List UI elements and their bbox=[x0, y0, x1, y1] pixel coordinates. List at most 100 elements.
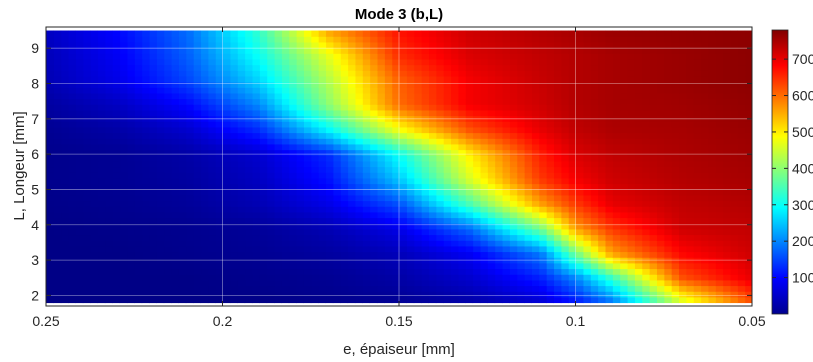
heatmap-cell bbox=[413, 92, 422, 100]
heatmap-cell bbox=[163, 279, 172, 287]
heatmap-cell bbox=[399, 47, 407, 54]
heatmap-cell bbox=[568, 177, 577, 185]
heatmap-cell bbox=[325, 268, 334, 275]
heatmap-cell bbox=[568, 268, 577, 275]
heatmap-cell bbox=[207, 70, 216, 77]
heatmap-cell bbox=[634, 172, 643, 179]
heatmap-cell bbox=[60, 279, 69, 287]
heatmap-cell bbox=[729, 291, 738, 298]
heatmap-cell bbox=[634, 211, 643, 219]
heatmap-cell bbox=[193, 262, 202, 270]
heatmap-cell bbox=[450, 296, 459, 304]
heatmap-cell bbox=[200, 223, 209, 230]
heatmap-cell bbox=[421, 279, 430, 287]
heatmap-cell bbox=[82, 81, 91, 88]
heatmap-cell bbox=[443, 155, 452, 162]
heatmap-cells bbox=[46, 30, 752, 304]
heatmap-cell bbox=[391, 104, 400, 111]
heatmap-cell bbox=[369, 177, 378, 185]
heatmap-cell bbox=[148, 211, 157, 219]
heatmap-cell bbox=[46, 240, 54, 247]
heatmap-cell bbox=[663, 41, 672, 49]
heatmap-cell bbox=[369, 98, 378, 105]
heatmap-cell bbox=[715, 251, 724, 258]
heatmap-cell bbox=[678, 206, 687, 213]
heatmap-cell bbox=[104, 155, 113, 162]
heatmap-cell bbox=[612, 160, 621, 168]
heatmap-cell bbox=[215, 262, 224, 270]
heatmap-cell bbox=[251, 285, 260, 292]
heatmap-cell bbox=[244, 132, 253, 139]
heatmap-cell bbox=[693, 257, 702, 264]
heatmap-cell bbox=[347, 58, 356, 66]
heatmap-cell bbox=[244, 279, 253, 287]
heatmap-cell bbox=[296, 257, 304, 264]
heatmap-cell bbox=[693, 92, 702, 100]
heatmap-cell bbox=[141, 285, 150, 292]
heatmap-cell bbox=[163, 262, 172, 270]
heatmap-cell bbox=[450, 177, 459, 185]
heatmap-cell bbox=[612, 70, 621, 77]
heatmap-cell bbox=[722, 58, 731, 66]
heatmap-cell bbox=[744, 70, 752, 77]
heatmap-cell bbox=[538, 160, 547, 168]
heatmap-cell bbox=[75, 228, 84, 236]
heatmap-cell bbox=[560, 206, 569, 213]
heatmap-cell bbox=[237, 268, 246, 275]
heatmap-cell bbox=[707, 200, 716, 207]
heatmap-cell bbox=[126, 104, 135, 111]
heatmap-cell bbox=[332, 189, 341, 196]
heatmap-cell bbox=[251, 194, 260, 202]
heatmap-cell bbox=[457, 268, 466, 275]
heatmap-cell bbox=[744, 279, 752, 287]
heatmap-cell bbox=[531, 126, 540, 134]
heatmap-cell bbox=[494, 64, 503, 71]
heatmap-cell bbox=[524, 115, 532, 122]
heatmap-cell bbox=[207, 138, 216, 145]
heatmap-cell bbox=[215, 126, 224, 134]
heatmap-cell bbox=[75, 172, 84, 179]
heatmap-cell bbox=[68, 268, 77, 275]
heatmap-cell bbox=[472, 296, 481, 304]
heatmap-cell bbox=[450, 81, 459, 88]
heatmap-cell bbox=[148, 189, 157, 196]
y-tick-label: 6 bbox=[31, 146, 39, 162]
heatmap-cell bbox=[619, 36, 628, 43]
heatmap-cell bbox=[487, 121, 496, 128]
heatmap-cell bbox=[479, 126, 488, 134]
heatmap-cell bbox=[663, 223, 672, 230]
heatmap-cell bbox=[678, 160, 687, 168]
heatmap-cell bbox=[75, 30, 84, 37]
heatmap-cell bbox=[303, 92, 312, 100]
heatmap-cell bbox=[303, 172, 312, 179]
heatmap-cell bbox=[553, 53, 562, 60]
heatmap-cell bbox=[68, 245, 77, 253]
heatmap-cell bbox=[46, 166, 54, 173]
heatmap-cell bbox=[612, 58, 621, 66]
heatmap-cell bbox=[384, 291, 393, 298]
heatmap-cell bbox=[399, 177, 407, 185]
heatmap-cell bbox=[376, 166, 385, 173]
heatmap-cell bbox=[134, 257, 143, 264]
heatmap-cell bbox=[126, 36, 135, 43]
heatmap-cell bbox=[428, 81, 437, 88]
heatmap-cell bbox=[332, 155, 341, 162]
heatmap-cell bbox=[134, 172, 143, 179]
heatmap-cell bbox=[362, 285, 371, 292]
heatmap-cell bbox=[399, 211, 407, 219]
heatmap-cell bbox=[715, 53, 724, 60]
heatmap-cell bbox=[568, 251, 577, 258]
heatmap-cell bbox=[413, 183, 422, 190]
heatmap-cell bbox=[472, 166, 481, 173]
heatmap-cell bbox=[575, 274, 584, 281]
heatmap-cell bbox=[296, 291, 304, 298]
heatmap-cell bbox=[325, 211, 334, 219]
heatmap-cell bbox=[597, 274, 606, 281]
heatmap-cell bbox=[421, 53, 430, 60]
heatmap-cell bbox=[685, 126, 694, 134]
heatmap-cell bbox=[538, 200, 547, 207]
heatmap-cell bbox=[421, 206, 430, 213]
heatmap-cell bbox=[516, 217, 525, 224]
heatmap-cell bbox=[531, 200, 540, 207]
heatmap-cell bbox=[553, 228, 562, 236]
